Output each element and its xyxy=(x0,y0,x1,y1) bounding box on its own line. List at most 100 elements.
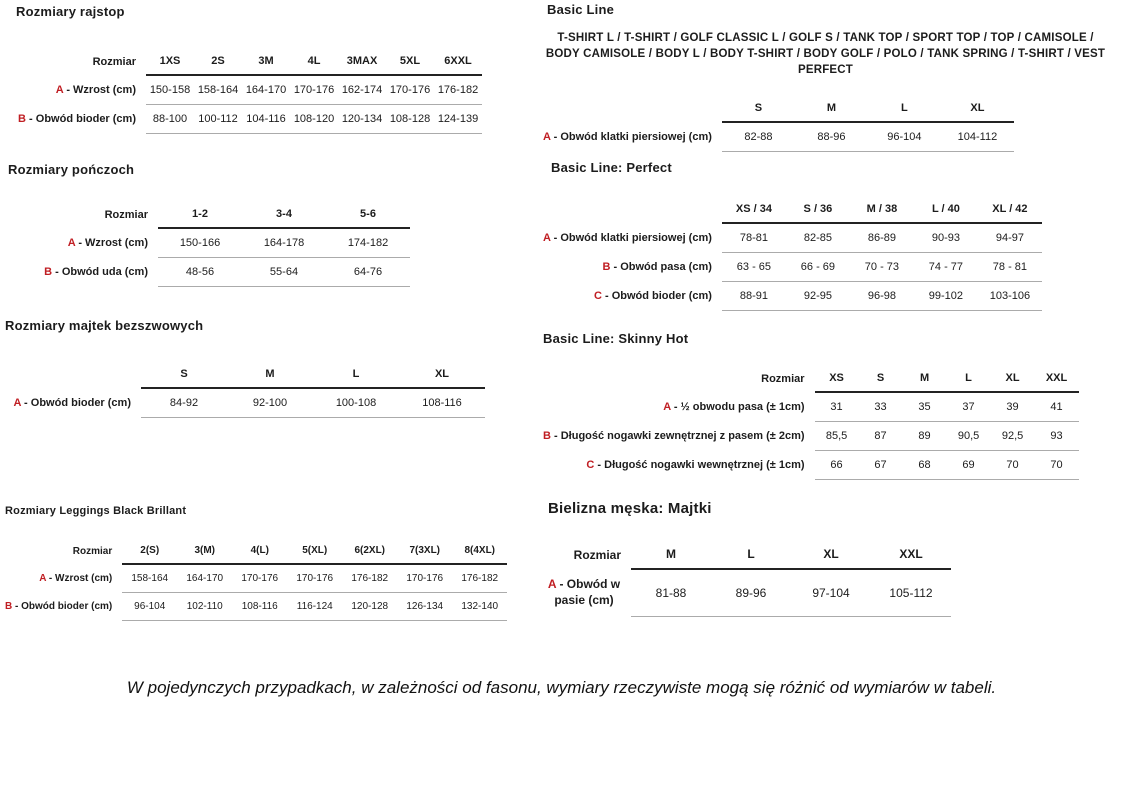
cell-value: 35 xyxy=(902,392,947,422)
cell-value: 176-182 xyxy=(452,564,508,593)
column-header: 1-2 xyxy=(158,206,242,229)
cell-value: 84-92 xyxy=(141,388,227,418)
row-label: A - Obwód klatki piersiowej (cm) xyxy=(543,131,712,144)
measure-letter: A xyxy=(547,577,557,591)
cell-value: 87 xyxy=(858,421,903,451)
column-header: 5(XL) xyxy=(287,543,343,565)
header-row: S M L XL xyxy=(543,100,1014,124)
row-label: A - Obwód w pasie (cm) xyxy=(547,577,621,607)
cell-value: 33 xyxy=(858,392,903,422)
cell-value: 90,5 xyxy=(946,421,991,451)
column-header: 8(4XL) xyxy=(452,543,508,565)
column-header: 4(L) xyxy=(232,543,288,565)
table-row: B - Obwód uda (cm) 48-56 55-64 64-76 xyxy=(8,257,410,287)
row-label: A - Obwód bioder (cm) xyxy=(13,396,131,409)
header-row: Rozmiar 1-2 3-4 5-6 xyxy=(8,206,410,229)
column-header: 6XXL xyxy=(434,53,482,76)
section-leggings: Rozmiary Leggings Black Brillant Rozmiar… xyxy=(5,505,508,621)
section-ponczochy: Rozmiary pończoch Rozmiar 1-2 3-4 5-6 A - Wz… xyxy=(8,162,410,287)
cell-value: 92,5 xyxy=(990,421,1035,451)
cell-value: 126-134 xyxy=(397,592,453,621)
column-header: 7(3XL) xyxy=(397,543,453,565)
table-row: A - Obwód w pasie (cm) 81-88 89-96 97-104 10… xyxy=(543,569,951,617)
cell-value: 176-182 xyxy=(434,75,482,105)
cell-value: 78-81 xyxy=(721,223,786,253)
column-header: S xyxy=(141,366,227,389)
column-header: M xyxy=(902,370,947,393)
cell-value: 55-64 xyxy=(242,257,326,287)
column-header: 5-6 xyxy=(326,206,410,229)
section-basic-line-skinny-hot: Basic Line: Skinny Hot Rozmiar XS S M L XL XXL… xyxy=(543,331,1079,480)
column-header: S xyxy=(858,370,903,393)
size-label: Rozmiar xyxy=(92,56,136,68)
column-header: XL xyxy=(940,100,1014,124)
cell-value: 41 xyxy=(1034,392,1079,422)
cell-value: 108-120 xyxy=(290,104,338,134)
cell-value: 170-176 xyxy=(290,75,338,105)
cell-value: 170-176 xyxy=(386,75,434,105)
measure-letter: A xyxy=(13,396,21,409)
section-basic-line-perfect: Basic Line: Perfect XS / 34 S / 36 M / 38 L… xyxy=(543,160,1042,311)
cell-value: 100-108 xyxy=(313,388,399,418)
section-title: Basic Line: Skinny Hot xyxy=(543,331,689,346)
cell-value: 67 xyxy=(858,450,903,480)
cell-value: 66 xyxy=(814,450,859,480)
column-header: XL / 42 xyxy=(977,201,1042,224)
column-header: L xyxy=(711,545,791,570)
column-header: 4L xyxy=(290,53,338,76)
size-table: Rozmiar 1-2 3-4 5-6 A - Wzrost (cm) 150-166 16… xyxy=(8,206,410,287)
measure-letter: B xyxy=(543,430,551,442)
column-header: L xyxy=(946,370,991,393)
size-table-bielizna: Rozmiar M L XL XXL A - Obwód w pasie (cm) 81-8… xyxy=(543,545,951,617)
size-table: Rozmiar 1XS 2S 3M 4L 3MAX 5XL 6XXL A - Wzrost (c… xyxy=(8,53,482,134)
table-row: A - Wzrost (cm) 150-158 158-164 164-170 170-… xyxy=(8,75,482,105)
section-majtki-bezszwowe: Rozmiary majtek bezszwowych S M L XL A - Obw… xyxy=(5,318,485,418)
row-label: A - Obwód klatki piersiowej (cm) xyxy=(543,231,712,244)
cell-value: 124-139 xyxy=(434,104,482,134)
cell-value: 63 - 65 xyxy=(721,252,786,282)
cell-value: 170-176 xyxy=(397,564,453,593)
header-row: Rozmiar 2(S) 3(M) 4(L) 5(XL) 6(2XL) 7(3XL) 8(4X… xyxy=(5,543,508,565)
measure-letter: A xyxy=(39,572,47,584)
cell-value: 132-140 xyxy=(452,592,508,621)
cell-value: 150-166 xyxy=(158,228,242,258)
section-title: Bielizna męska: Majtki xyxy=(548,500,712,517)
cell-value: 69 xyxy=(946,450,991,480)
size-table-leggings: Rozmiar 2(S) 3(M) 4(L) 5(XL) 6(2XL) 7(3XL) 8(4X… xyxy=(5,543,508,621)
cell-value: 31 xyxy=(814,392,859,422)
cell-value: 64-76 xyxy=(326,257,410,287)
size-label: Rozmiar xyxy=(573,548,621,562)
column-header: XS xyxy=(814,370,859,393)
cell-value: 158-164 xyxy=(122,564,178,593)
cell-value: 74 - 77 xyxy=(913,252,978,282)
cell-value: 104-112 xyxy=(940,122,1014,153)
column-header: XXL xyxy=(1034,370,1079,393)
column-header: M / 38 xyxy=(849,201,914,224)
section-title: Rozmiary Leggings Black Brillant xyxy=(5,505,187,517)
header-row: Rozmiar 1XS 2S 3M 4L 3MAX 5XL 6XXL xyxy=(8,53,482,76)
header-row: Rozmiar M L XL XXL xyxy=(543,545,951,570)
cell-value: 78 - 81 xyxy=(977,252,1042,282)
size-table: S M L XL A - Obwód bioder (cm) 84-92 92-100 100… xyxy=(5,366,485,418)
cell-value: 86-89 xyxy=(849,223,914,253)
row-label: B - Obwód uda (cm) xyxy=(44,266,148,278)
measure-letter: B xyxy=(18,113,26,125)
cell-value: 82-88 xyxy=(721,122,795,153)
size-table: Rozmiar XS S M L XL XXL A - ½ obwodu pasa (± 1c… xyxy=(543,370,1079,480)
cell-value: 108-116 xyxy=(232,592,288,621)
cell-value: 85,5 xyxy=(814,421,859,451)
column-header: 2(S) xyxy=(122,543,178,565)
row-label: A - Wzrost (cm) xyxy=(67,236,148,249)
cell-value: 90-93 xyxy=(913,223,978,253)
table-row: A - Wzrost (cm) 158-164 164-170 170-176 170-… xyxy=(5,564,508,593)
table-row: C - Obwód bioder (cm) 88-91 92-95 96-98 99-1… xyxy=(543,281,1042,311)
cell-value: 108-128 xyxy=(386,104,434,134)
size-table-ponczochy: Rozmiar 1-2 3-4 5-6 A - Wzrost (cm) 150-166 16… xyxy=(8,206,410,287)
column-header: XL xyxy=(990,370,1035,393)
disclaimer-note: W pojedynczych przypadkach, w zależności… xyxy=(126,678,997,697)
cell-value: 162-174 xyxy=(338,75,386,105)
column-header: 2S xyxy=(194,53,242,76)
cell-value: 164-170 xyxy=(177,564,233,593)
cell-value: 92-100 xyxy=(227,388,313,418)
table-row: B - Obwód bioder (cm) 88-100 100-112 104-11… xyxy=(8,104,482,134)
